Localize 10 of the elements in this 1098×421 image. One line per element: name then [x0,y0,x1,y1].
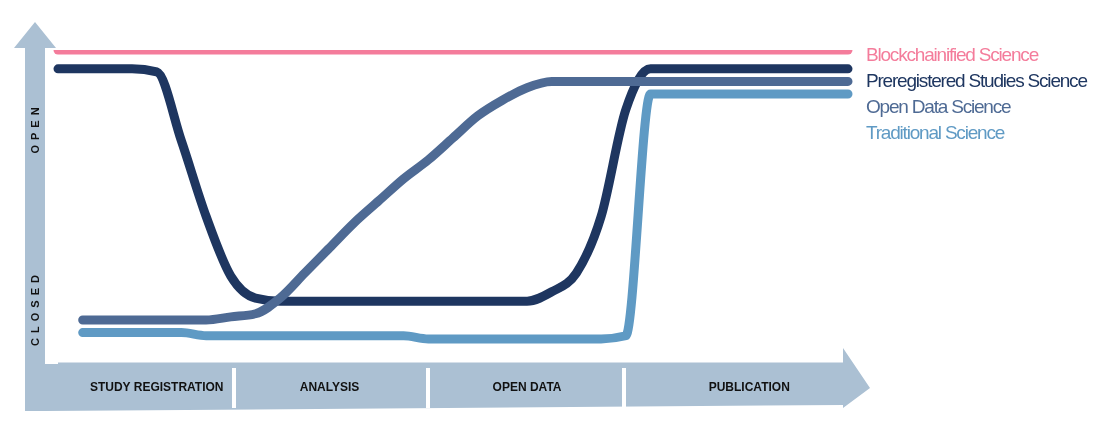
series-label: Preregistered Studies Science [866,69,1087,93]
text: CLOSED [29,270,41,346]
x-tick-label: OPEN DATA [492,379,562,394]
series-label: Blockchainified Science [866,43,1039,67]
series-label: Traditional Science [866,121,1005,145]
x-tick-label: PUBLICATION [708,379,790,394]
x-tick-label: ANALYSIS [299,379,360,394]
x-tick-label: STUDY REGISTRATION [89,379,224,394]
series-label: Open Data Science [866,95,1011,119]
text: OPEN [29,102,41,154]
